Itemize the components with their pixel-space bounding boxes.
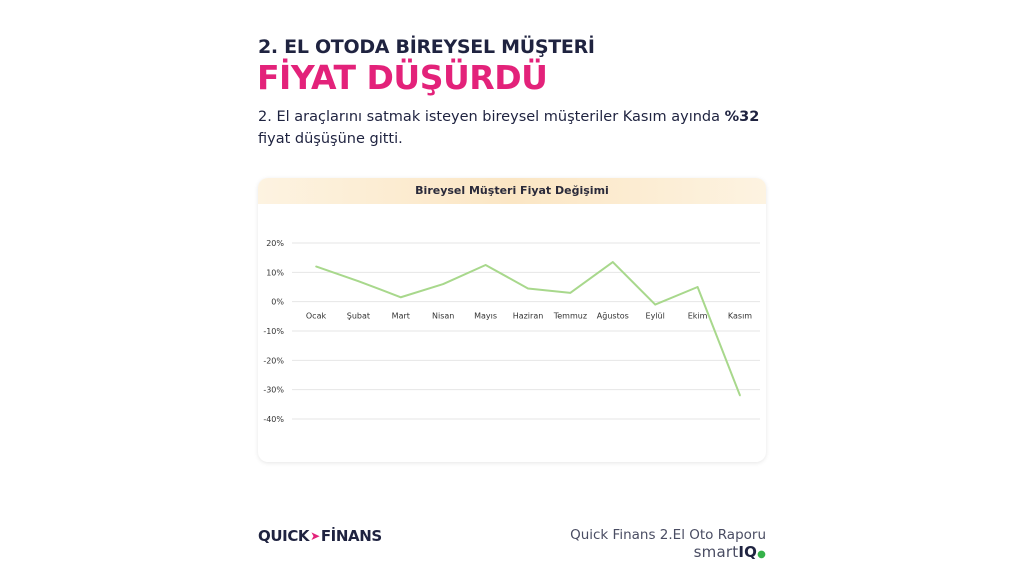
- y-tick-label: -20%: [263, 356, 284, 365]
- smartiq-logo: smartIQ●: [694, 543, 766, 561]
- description: 2. El araçlarını satmak isteyen bireysel…: [258, 106, 778, 150]
- x-tick-label: Eylül: [646, 312, 665, 321]
- report-title: Quick Finans 2.El Oto Raporu: [570, 527, 766, 543]
- data-point: [484, 264, 487, 266]
- data-point: [739, 394, 741, 397]
- x-tick-label: Kasım: [728, 312, 752, 321]
- data-point: [527, 287, 529, 290]
- description-highlight: %32: [724, 109, 760, 125]
- line-chart: 20% 10% 0% -10% -20% -30% -40% Ocak Şubat Mart Nis…: [263, 239, 760, 424]
- brand-dot-icon: ●: [757, 549, 766, 560]
- quick-finans-logo: QUICK ➤ FİNANS: [258, 527, 382, 545]
- data-point: [315, 265, 317, 268]
- y-tick-label: -40%: [263, 415, 284, 424]
- chart-title: Bireysel Müşteri Fiyat Değişimi: [258, 178, 766, 204]
- x-tick-label: Haziran: [513, 312, 544, 321]
- description-prefix: 2. El araçlarını satmak isteyen bireysel…: [258, 109, 725, 125]
- data-point: [569, 292, 572, 294]
- x-tick-label: Nisan: [432, 312, 454, 321]
- data-point: [612, 261, 614, 263]
- x-tick-label: Temmuz: [553, 312, 587, 321]
- description-suffix: fiyat düşüşüne gitti.: [258, 131, 403, 147]
- logo-left-text: QUICK: [258, 527, 310, 545]
- y-tick-label: -10%: [263, 327, 284, 336]
- data-point: [357, 280, 360, 282]
- x-tick-label: Ekim: [688, 312, 708, 321]
- y-tick-label: -30%: [263, 386, 284, 395]
- x-tick-label: Ağustos: [597, 312, 629, 321]
- series-line: [315, 261, 741, 396]
- x-tick-label: Şubat: [347, 312, 370, 321]
- x-tick-label: Ocak: [306, 312, 327, 321]
- chart-card: Bireysel Müşteri Fiyat Değişimi 20% 10% 0%…: [258, 178, 766, 462]
- brand-prefix: smart: [693, 543, 739, 561]
- page-subtitle: FİYAT DÜŞÜRDÜ: [257, 58, 548, 97]
- x-tick-label: Mayıs: [474, 312, 497, 321]
- y-tick-label: 0%: [271, 298, 284, 307]
- brand-suffix: IQ: [738, 543, 758, 561]
- data-point: [654, 303, 656, 306]
- logo-right-text: FİNANS: [320, 527, 382, 545]
- data-point: [696, 286, 699, 288]
- page-title: 2. EL OTODA BİREYSEL MÜŞTERİ: [258, 36, 595, 58]
- arrow-right-icon: ➤: [310, 529, 320, 543]
- x-tick-label: Mart: [392, 312, 410, 321]
- y-tick-label: 20%: [266, 239, 284, 248]
- data-point: [400, 296, 402, 299]
- data-point: [442, 283, 444, 285]
- y-tick-label: 10%: [266, 268, 284, 277]
